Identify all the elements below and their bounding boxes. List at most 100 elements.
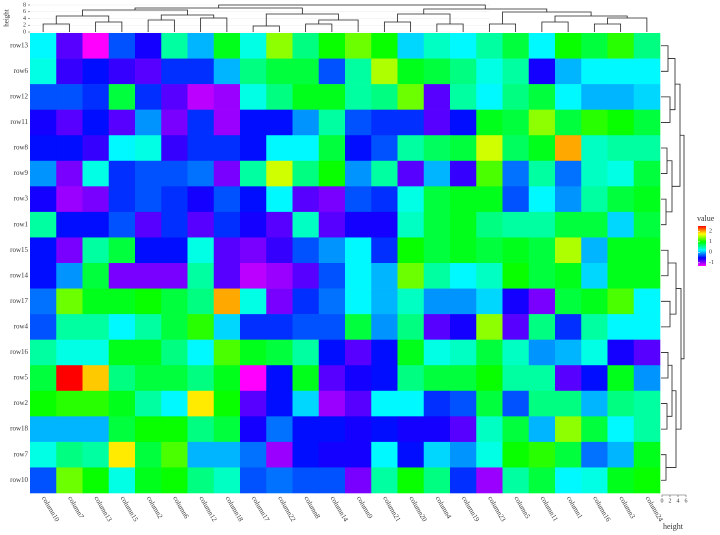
- heatmap-cell: [581, 237, 608, 264]
- heatmap-cell: [213, 160, 241, 187]
- heatmap-cell: [397, 186, 425, 213]
- heatmap-cell: [240, 390, 267, 417]
- heatmap-cell: [528, 416, 556, 443]
- heatmap-cell: [292, 237, 320, 264]
- column-label: column10: [40, 495, 61, 524]
- column-label: column17: [250, 495, 271, 524]
- heatmap-cell: [135, 160, 162, 187]
- heatmap-cell: [213, 135, 241, 162]
- heatmap-cell: [555, 263, 582, 289]
- heatmap-cell: [345, 441, 372, 468]
- heatmap-cell: [318, 186, 346, 213]
- heatmap-cell: [397, 288, 425, 315]
- heatmap-cell: [345, 160, 372, 187]
- heatmap-cell: [135, 441, 162, 468]
- heatmap-cell: [30, 237, 57, 264]
- heatmap-cell: [213, 84, 241, 110]
- heatmap-cell: [82, 160, 110, 187]
- heatmap-cell: [56, 339, 83, 366]
- heatmap-cell: [30, 263, 57, 289]
- heatmap-cell: [266, 160, 293, 187]
- heatmap-cell: [371, 211, 398, 238]
- column-label: column14: [329, 495, 350, 524]
- column-label: column9: [355, 495, 374, 521]
- heatmap-cell: [633, 58, 661, 85]
- heatmap-cell: [213, 109, 241, 136]
- tick-label: 8: [23, 2, 26, 8]
- heatmap-cell: [30, 84, 57, 110]
- heatmap-cell: [528, 84, 556, 110]
- heatmap-cell: [318, 109, 346, 136]
- heatmap-cell: [555, 416, 582, 443]
- heatmap-cell: [240, 288, 267, 315]
- heatmap-cell: [345, 416, 372, 443]
- heatmap-cell: [266, 339, 293, 366]
- heatmap-cell: [82, 237, 110, 264]
- column-label: column12: [197, 495, 218, 524]
- heatmap-cell: [371, 416, 398, 443]
- heatmap-cell: [345, 288, 372, 315]
- heatmap-cell: [502, 237, 530, 264]
- heatmap-cell: [345, 237, 372, 264]
- heatmap-cell: [318, 58, 346, 85]
- heatmap-cell: [476, 58, 503, 85]
- heatmap-cell: [528, 58, 556, 85]
- heatmap-cell: [607, 211, 635, 238]
- heatmap-cell: [318, 467, 346, 494]
- heatmap-cell: [292, 84, 320, 110]
- heatmap-cell: [555, 84, 582, 110]
- heatmap-cell: [450, 416, 477, 443]
- heatmap-cell: [108, 314, 136, 340]
- heatmap-cell: [30, 135, 57, 162]
- heatmap-cell: [502, 58, 530, 85]
- heatmap-cell: [292, 263, 320, 289]
- heatmap-cell: [476, 211, 503, 238]
- heatmap-cell: [187, 237, 215, 264]
- heatmap-cell: [56, 160, 83, 187]
- row-label: row11: [10, 118, 28, 126]
- row-label: row9: [14, 169, 29, 177]
- heatmap-cell: [607, 288, 635, 315]
- heatmap-cell: [240, 186, 267, 213]
- heatmap-cell: [135, 58, 162, 85]
- heatmap-cell: [423, 416, 451, 443]
- heatmap-cell: [555, 186, 582, 213]
- heatmap-cell: [371, 365, 398, 392]
- heatmap-cell: [240, 263, 267, 289]
- heatmap-cell: [502, 211, 530, 238]
- heatmap-cell: [528, 314, 556, 340]
- row-label: row13: [10, 41, 28, 49]
- heatmap-cell: [82, 211, 110, 238]
- heatmap-cell: [187, 109, 215, 136]
- heatmap-cell: [187, 186, 215, 213]
- heatmap-cell: [213, 416, 241, 443]
- heatmap-cell: [240, 109, 267, 136]
- heatmap-cell: [187, 390, 215, 417]
- heatmap-cell: [423, 467, 451, 494]
- heatmap-cell: [266, 109, 293, 136]
- heatmap-cell: [187, 441, 215, 468]
- heatmap-cell: [476, 84, 503, 110]
- heatmap-cell: [450, 186, 477, 213]
- heatmap-cell: [502, 339, 530, 366]
- heatmap-cell: [56, 237, 83, 264]
- heatmap-cell: [476, 135, 503, 162]
- heatmap-cell: [82, 314, 110, 340]
- heatmap-cell: [345, 314, 372, 340]
- heatmap-cell: [423, 33, 451, 59]
- heatmap-cell: [292, 58, 320, 85]
- heatmap-cell: [30, 211, 57, 238]
- heatmap-cell: [633, 160, 661, 187]
- legend-tick-label: 2: [709, 229, 712, 235]
- heatmap-cell: [633, 416, 661, 443]
- heatmap-cell: [450, 135, 477, 162]
- heatmap-cell: [108, 211, 136, 238]
- heatmap-cell: [633, 314, 661, 340]
- heatmap-cell: [135, 237, 162, 264]
- column-dendrogram-axis-label: height: [3, 9, 11, 27]
- heatmap-cell: [240, 211, 267, 238]
- heatmap-cell: [397, 160, 425, 187]
- heatmap-cell: [82, 186, 110, 213]
- heatmap-cell: [502, 314, 530, 340]
- heatmap-cell: [187, 84, 215, 110]
